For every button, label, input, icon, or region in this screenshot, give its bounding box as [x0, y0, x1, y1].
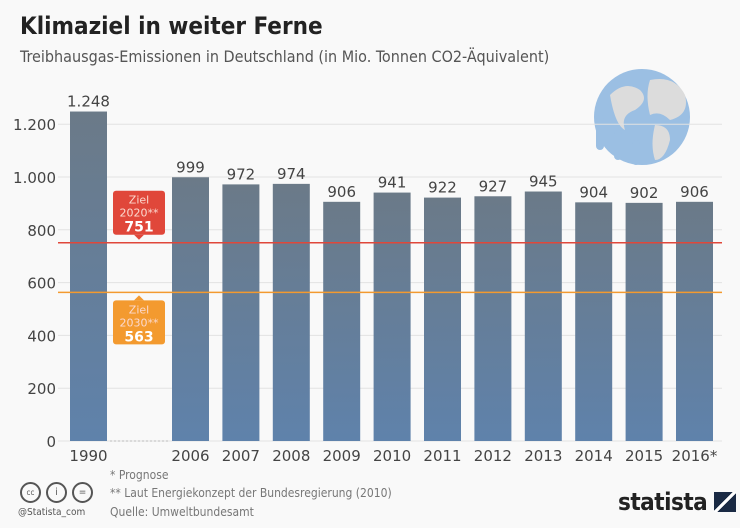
y-tick-label: 1.000 — [13, 169, 56, 187]
target-year: 2020** — [120, 207, 159, 220]
value-label: 927 — [479, 177, 508, 195]
source: Quelle: Umweltbundesamt — [110, 505, 254, 519]
target-label-box — [113, 300, 165, 345]
bar-2014 — [575, 202, 613, 441]
x-tick-label: 2010 — [373, 447, 411, 465]
x-tick-label: 2013 — [524, 447, 562, 465]
x-tick-label: 2006 — [171, 447, 209, 465]
value-label: 904 — [579, 183, 608, 201]
statista-logo[interactable]: statista — [618, 488, 737, 516]
globe-icon — [594, 69, 690, 165]
x-tick-label: 1990 — [69, 447, 107, 465]
bar-2011 — [424, 197, 461, 441]
bar-2007 — [222, 184, 260, 441]
x-tick-label: 2009 — [323, 447, 361, 465]
target-label-pointer — [134, 295, 144, 301]
license-icons: cc i = — [20, 482, 93, 503]
value-label: 941 — [378, 174, 407, 192]
bar-2013 — [524, 191, 562, 441]
bar-2016* — [676, 201, 713, 441]
bar-2008 — [272, 183, 310, 441]
page-title: Klimaziel in weiter Ferne — [20, 12, 323, 40]
x-tick-label: 2007 — [222, 447, 260, 465]
target-value: 751 — [124, 220, 153, 236]
no-derivatives-icon: = — [72, 482, 93, 503]
value-label: 902 — [630, 184, 659, 202]
x-tick-label: 2012 — [474, 447, 512, 465]
x-tick-label: 2016* — [672, 447, 718, 465]
subtitle: Treibhausgas-Emissionen in Deutschland (… — [20, 47, 550, 66]
note-prognose: * Prognose — [110, 468, 169, 482]
bar-2015 — [625, 202, 663, 441]
bar-2009 — [323, 201, 361, 441]
y-tick-label: 1.200 — [13, 116, 56, 134]
target-label-box — [113, 190, 165, 235]
value-label: 945 — [529, 173, 558, 191]
bar-2006 — [172, 177, 209, 441]
handle: @Statista_com — [18, 507, 86, 518]
value-label: 922 — [428, 179, 457, 197]
value-label: 974 — [277, 165, 306, 183]
y-tick-label: 0 — [46, 433, 56, 451]
target-label-pointer — [134, 234, 144, 240]
bar-1990 — [70, 111, 107, 441]
cc-icon: cc — [20, 482, 41, 503]
attribution-icon: i — [46, 482, 67, 503]
y-tick-label: 600 — [27, 275, 56, 293]
x-tick-label: 2008 — [272, 447, 310, 465]
brand-text: statista — [618, 488, 708, 516]
target-year: 2030** — [120, 316, 159, 329]
target-value: 563 — [124, 329, 153, 345]
target-label: Ziel — [129, 194, 149, 207]
x-tick-label: 2015 — [625, 447, 663, 465]
value-label: 1.248 — [67, 93, 110, 111]
statista-mark-icon — [714, 492, 737, 512]
y-tick-label: 800 — [27, 222, 56, 240]
x-tick-label: 2011 — [423, 447, 461, 465]
value-label: 999 — [176, 158, 205, 176]
value-label: 906 — [327, 183, 356, 201]
x-tick-label: 2014 — [575, 447, 613, 465]
bar-2012 — [474, 196, 512, 441]
bar-2010 — [373, 192, 411, 441]
note-energiekonzept: ** Laut Energiekonzept der Bundesregieru… — [110, 486, 392, 500]
value-label: 972 — [227, 165, 256, 183]
target-label: Ziel — [129, 303, 149, 316]
y-tick-label: 400 — [27, 327, 56, 345]
y-tick-label: 200 — [27, 380, 56, 398]
value-label: 906 — [680, 183, 709, 201]
